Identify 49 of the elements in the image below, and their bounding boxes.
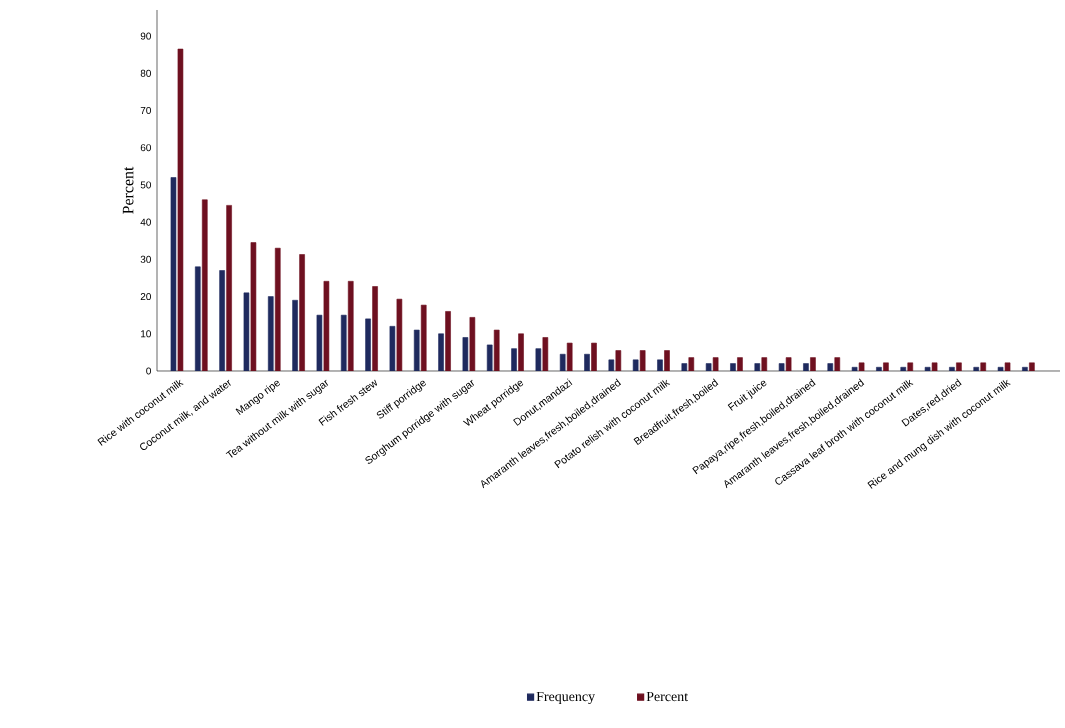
- bar: [730, 363, 736, 371]
- bar: [1022, 366, 1028, 371]
- legend-label: Percent: [646, 691, 688, 702]
- bar: [438, 333, 444, 371]
- bar: [876, 366, 882, 371]
- y-tick-label: 40: [140, 218, 151, 226]
- y-tick-label: 60: [140, 144, 151, 152]
- bar: [681, 363, 688, 371]
- bar: [511, 348, 517, 371]
- bar: [194, 266, 201, 371]
- bar: [778, 363, 785, 371]
- bar: [754, 363, 761, 371]
- bar: [292, 299, 298, 371]
- bar: [827, 363, 834, 371]
- bar: [486, 344, 493, 371]
- bar: [608, 359, 615, 371]
- bar: [559, 353, 566, 371]
- bar: [340, 314, 347, 371]
- bar: [219, 270, 225, 371]
- bar: [316, 314, 323, 371]
- y-tick-label: 50: [140, 181, 151, 189]
- bar: [973, 366, 980, 371]
- bar: [389, 326, 396, 371]
- bar: [267, 296, 274, 371]
- y-tick-label: 10: [141, 330, 151, 338]
- y-tick-label: 70: [140, 106, 151, 114]
- y-axis-title: Percent: [122, 166, 134, 214]
- bar: [365, 318, 371, 371]
- bar: [851, 366, 858, 371]
- bar: [462, 337, 469, 371]
- bar: [924, 366, 931, 371]
- bar: [170, 177, 177, 371]
- bar: [243, 292, 250, 371]
- bar: [949, 366, 955, 371]
- y-tick-label: 20: [140, 293, 151, 301]
- bar: [803, 363, 809, 371]
- y-tick-label: 90: [140, 32, 151, 40]
- bar: [705, 363, 712, 371]
- y-tick-label: 80: [140, 69, 151, 77]
- legend-label: Frequency: [536, 691, 595, 705]
- bar: [632, 359, 639, 371]
- bar: [997, 366, 1004, 371]
- bar: [657, 359, 663, 371]
- y-tick-label: 30: [140, 255, 151, 263]
- bar: [584, 353, 590, 371]
- bar: [535, 348, 542, 371]
- y-tick-label: 0: [146, 367, 151, 375]
- bar: [900, 366, 907, 371]
- bar: [413, 329, 420, 371]
